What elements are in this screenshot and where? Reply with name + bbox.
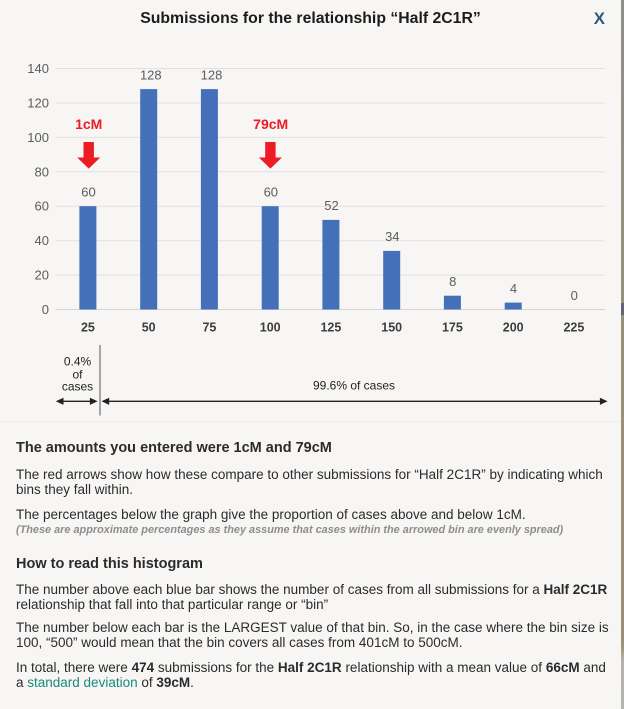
svg-text:150: 150: [381, 321, 402, 335]
svg-text:125: 125: [320, 321, 341, 335]
svg-text:34: 34: [385, 229, 399, 244]
svg-text:225: 225: [563, 321, 584, 335]
svg-text:25: 25: [81, 321, 95, 335]
svg-text:4: 4: [510, 281, 517, 296]
svg-text:40: 40: [35, 233, 49, 248]
svg-text:80: 80: [35, 164, 49, 179]
svg-text:60: 60: [35, 199, 49, 214]
svg-text:0.4%: 0.4%: [64, 355, 92, 369]
svg-text:0: 0: [571, 288, 578, 303]
svg-text:60: 60: [264, 185, 278, 200]
svg-text:175: 175: [442, 321, 463, 335]
svg-text:60: 60: [81, 185, 95, 200]
svg-text:8: 8: [449, 274, 456, 289]
svg-text:200: 200: [503, 321, 524, 335]
svg-text:50: 50: [142, 321, 156, 335]
svg-text:120: 120: [27, 96, 49, 111]
svg-text:cases: cases: [62, 380, 93, 394]
svg-text:99.6% of cases: 99.6% of cases: [313, 379, 395, 393]
svg-text:1cM: 1cM: [75, 116, 102, 132]
svg-text:79cM: 79cM: [253, 116, 288, 132]
svg-text:52: 52: [324, 198, 338, 213]
svg-text:128: 128: [140, 67, 162, 82]
svg-text:128: 128: [201, 67, 223, 82]
svg-text:100: 100: [260, 321, 281, 335]
svg-text:20: 20: [35, 268, 49, 283]
svg-text:140: 140: [27, 61, 49, 76]
svg-text:100: 100: [27, 130, 49, 145]
svg-text:0: 0: [42, 302, 49, 317]
svg-text:of: of: [72, 367, 83, 381]
svg-text:75: 75: [202, 321, 216, 335]
